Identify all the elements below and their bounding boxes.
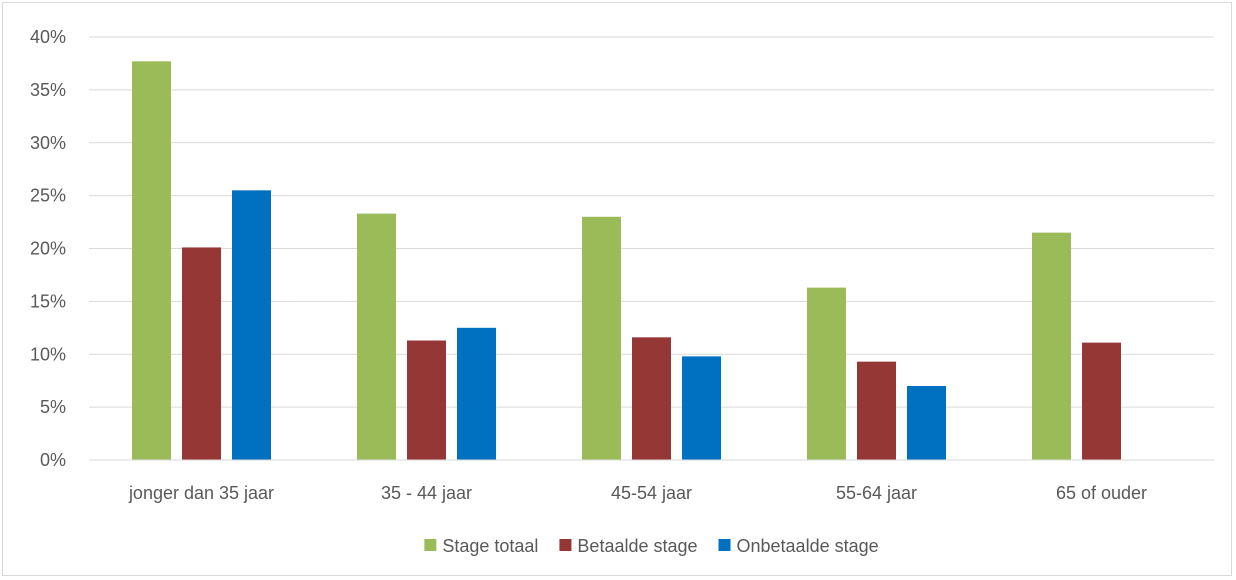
bar: [182, 247, 221, 460]
legend: Stage totaal Betaalde stage Onbetaalde sta…: [424, 536, 879, 556]
bar: [1082, 342, 1121, 460]
bar: [682, 356, 721, 460]
bar: [807, 287, 846, 460]
legend-label: Betaalde stage: [577, 536, 697, 556]
legend-item: Onbetaalde stage: [718, 536, 879, 556]
x-category-label: 55-64 jaar: [836, 483, 917, 503]
bar: [1032, 232, 1071, 460]
bar: [582, 216, 621, 460]
y-tick-label: 25%: [30, 186, 66, 206]
legend-item: Stage totaal: [424, 536, 538, 556]
y-tick-label: 5%: [40, 397, 66, 417]
x-category-label: 45-54 jaar: [611, 483, 692, 503]
y-tick-label: 15%: [30, 291, 66, 311]
y-tick-label: 0%: [40, 450, 66, 470]
legend-swatch: [424, 539, 437, 551]
legend-swatch: [559, 539, 572, 551]
bar: [632, 337, 671, 460]
bar: [357, 213, 396, 460]
y-tick-label: 30%: [30, 133, 66, 153]
y-tick-label: 20%: [30, 239, 66, 259]
bar: [232, 190, 271, 460]
y-tick-label: 10%: [30, 344, 66, 364]
bar: [907, 385, 946, 460]
y-tick-label: 40%: [30, 27, 66, 47]
bar: [857, 361, 896, 460]
x-category-label: jonger dan 35 jaar: [128, 483, 274, 503]
legend-item: Betaalde stage: [559, 536, 698, 556]
bars: [132, 61, 1121, 460]
gridlines: [89, 36, 1214, 408]
bar: [407, 340, 446, 460]
x-category-label: 65 of ouder: [1056, 483, 1147, 503]
y-axis-ticks: 0% 5% 10% 15% 20% 25% 30% 35% 40%: [30, 27, 66, 470]
legend-swatch: [718, 539, 731, 551]
x-axis-categories: jonger dan 35 jaar 35 - 44 jaar 45-54 jaar…: [128, 483, 1147, 503]
bar: [457, 327, 496, 460]
legend-label: Stage totaal: [442, 536, 538, 556]
bar: [132, 61, 171, 460]
y-tick-label: 35%: [30, 80, 66, 100]
x-category-label: 35 - 44 jaar: [381, 483, 472, 503]
legend-label: Onbetaalde stage: [737, 536, 879, 556]
